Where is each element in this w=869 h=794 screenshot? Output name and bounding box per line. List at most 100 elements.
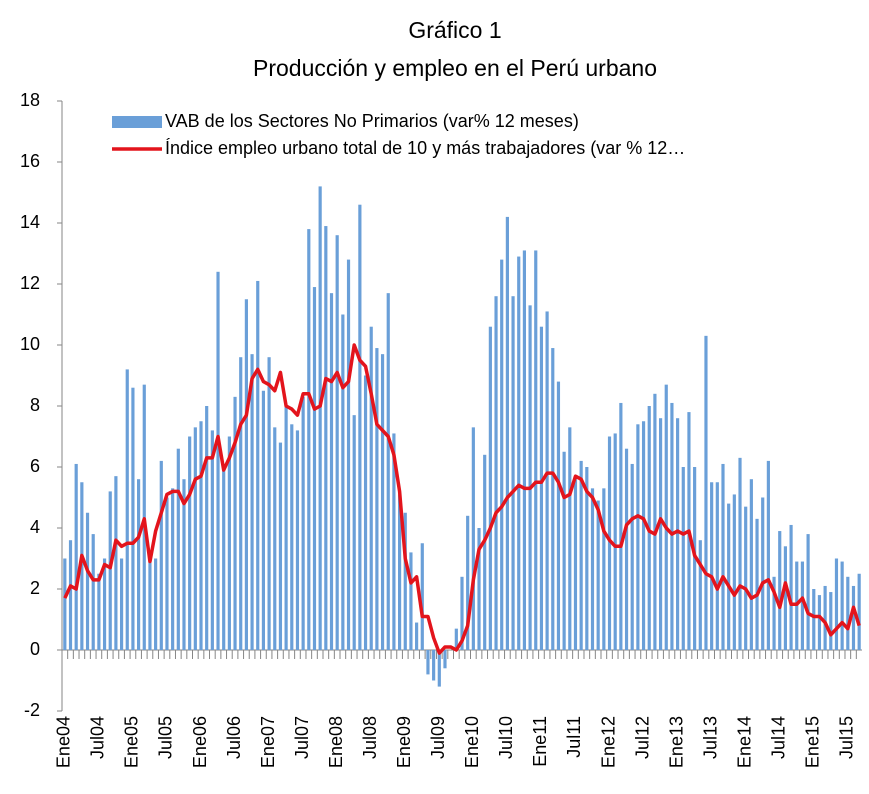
- bar: [460, 576, 464, 650]
- x-tick-label: Jul14: [768, 716, 788, 759]
- bar: [551, 348, 555, 650]
- bar: [755, 518, 759, 650]
- y-tick-label: -2: [24, 700, 40, 720]
- bar: [454, 628, 458, 650]
- bar: [545, 311, 549, 650]
- bar: [517, 256, 521, 650]
- bar: [573, 479, 578, 650]
- bar: [800, 561, 805, 650]
- bar: [471, 427, 475, 650]
- bar: [363, 375, 368, 650]
- x-tick-label: Jul09: [428, 716, 448, 759]
- bar: [358, 204, 362, 650]
- bar: [108, 491, 112, 650]
- bar: [681, 467, 685, 650]
- bar: [125, 369, 129, 650]
- bar: [278, 442, 283, 650]
- bar: [732, 494, 736, 650]
- bar: [205, 406, 209, 650]
- bar: [165, 497, 169, 650]
- x-tick-label: Jul06: [224, 716, 244, 759]
- bar: [783, 546, 787, 650]
- bar: [409, 552, 413, 650]
- bar: [602, 488, 606, 650]
- bar: [483, 454, 487, 650]
- bar: [250, 354, 254, 650]
- bar: [85, 512, 90, 650]
- bar: [119, 558, 124, 650]
- bar: [290, 424, 294, 650]
- bar: [522, 250, 526, 650]
- bar: [131, 387, 135, 650]
- x-tick-label: Jul11: [564, 716, 584, 758]
- bar: [210, 430, 214, 650]
- bar: [261, 390, 266, 650]
- chart-title: Gráfico 1: [408, 17, 501, 43]
- x-tick-label: Ene13: [666, 716, 686, 768]
- bar: [80, 482, 84, 650]
- bar: [114, 476, 118, 650]
- bar: [171, 488, 175, 650]
- bar: [761, 497, 765, 650]
- x-tick-label: Ene06: [190, 716, 210, 768]
- bar: [857, 573, 861, 650]
- bar: [398, 494, 402, 650]
- bar: [335, 235, 339, 650]
- bar: [613, 433, 617, 650]
- x-tick-label: Ene04: [54, 716, 74, 768]
- bar: [670, 402, 674, 650]
- bar: [329, 293, 334, 650]
- bar: [749, 479, 753, 650]
- y-tick-label: 2: [30, 578, 40, 598]
- bar: [721, 463, 725, 650]
- bar: [227, 436, 231, 650]
- x-tick-label: Ene07: [258, 716, 278, 768]
- bar: [851, 585, 856, 650]
- bar: [432, 650, 436, 681]
- bar: [403, 512, 407, 650]
- bar: [199, 421, 203, 650]
- bar: [806, 534, 810, 650]
- x-tick-label: Ene09: [394, 716, 414, 768]
- bar: [63, 558, 67, 650]
- bar: [295, 430, 300, 650]
- bar: [346, 259, 351, 650]
- bar: [568, 427, 572, 650]
- bar: [658, 418, 663, 650]
- bar: [216, 271, 220, 650]
- bar: [392, 433, 396, 650]
- bar: [415, 622, 419, 650]
- bar: [74, 463, 78, 650]
- x-tick-label: Jul13: [700, 716, 720, 759]
- bar: [641, 421, 646, 650]
- bar: [256, 280, 260, 650]
- bar: [778, 531, 782, 650]
- bar: [715, 482, 719, 650]
- bar: [352, 415, 356, 650]
- bar: [704, 335, 708, 650]
- bar: [386, 293, 390, 650]
- y-tick-label: 18: [20, 90, 40, 110]
- legend-label: Índice empleo urbano total de 10 y más t…: [165, 138, 685, 158]
- bar: [222, 470, 226, 650]
- bar: [466, 515, 470, 650]
- bar: [727, 503, 731, 650]
- bar: [829, 592, 833, 650]
- bar: [710, 482, 714, 650]
- bar: [528, 305, 532, 650]
- bar: [312, 287, 317, 650]
- bar: [653, 393, 657, 650]
- y-tick-label: 14: [20, 212, 40, 232]
- bar: [188, 436, 192, 650]
- x-tick-label: Jul10: [496, 716, 516, 759]
- bar: [324, 226, 328, 651]
- bar: [154, 558, 158, 650]
- y-tick-label: 0: [30, 639, 40, 659]
- bar: [664, 384, 668, 650]
- y-tick-label: 8: [30, 395, 40, 415]
- bar: [437, 650, 441, 687]
- bar: [511, 296, 515, 650]
- bar: [596, 500, 600, 650]
- bar: [477, 528, 481, 650]
